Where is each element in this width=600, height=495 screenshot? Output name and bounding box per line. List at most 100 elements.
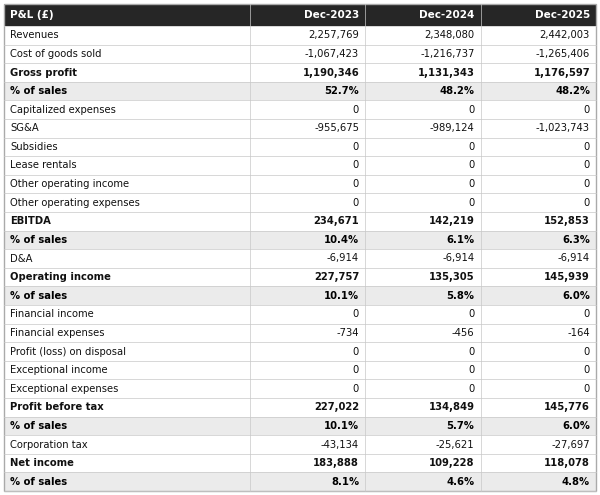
Text: 0: 0	[584, 384, 590, 394]
Text: 0: 0	[469, 160, 475, 170]
Text: 0: 0	[353, 179, 359, 189]
Text: Dec-2023: Dec-2023	[304, 10, 359, 20]
Bar	[4, 454, 596, 472]
Text: Dec-2025: Dec-2025	[535, 10, 590, 20]
Text: -1,265,406: -1,265,406	[536, 49, 590, 59]
Text: 0: 0	[584, 346, 590, 356]
Text: -1,067,423: -1,067,423	[305, 49, 359, 59]
Text: Financial expenses: Financial expenses	[10, 328, 104, 338]
Text: -27,697: -27,697	[551, 440, 590, 449]
Text: -734: -734	[337, 328, 359, 338]
Text: 0: 0	[353, 365, 359, 375]
Text: SG&A: SG&A	[10, 123, 39, 133]
Text: Exceptional expenses: Exceptional expenses	[10, 384, 118, 394]
Text: -6,914: -6,914	[558, 253, 590, 263]
Text: -955,675: -955,675	[314, 123, 359, 133]
Text: 145,776: 145,776	[544, 402, 590, 412]
Bar	[4, 45, 596, 63]
Text: 0: 0	[469, 309, 475, 319]
Bar	[4, 249, 596, 268]
Text: 2,257,769: 2,257,769	[308, 30, 359, 40]
Text: 10.1%: 10.1%	[324, 291, 359, 300]
Text: 134,849: 134,849	[428, 402, 475, 412]
Text: 6.0%: 6.0%	[562, 421, 590, 431]
Text: Profit before tax: Profit before tax	[10, 402, 104, 412]
Bar	[4, 472, 596, 491]
Text: 152,853: 152,853	[544, 216, 590, 226]
Bar	[4, 138, 596, 156]
Bar	[4, 398, 596, 417]
Text: 6.1%: 6.1%	[446, 235, 475, 245]
Text: 0: 0	[584, 142, 590, 152]
Text: 109,228: 109,228	[429, 458, 475, 468]
Bar	[4, 82, 596, 100]
Bar	[4, 100, 596, 119]
Text: -25,621: -25,621	[436, 440, 475, 449]
Text: 48.2%: 48.2%	[440, 86, 475, 96]
Text: 183,888: 183,888	[313, 458, 359, 468]
Text: 0: 0	[353, 346, 359, 356]
Bar	[4, 268, 596, 287]
Text: Capitalized expenses: Capitalized expenses	[10, 105, 116, 115]
Text: 10.1%: 10.1%	[324, 421, 359, 431]
Text: 0: 0	[584, 160, 590, 170]
Text: Other operating expenses: Other operating expenses	[10, 198, 140, 208]
Text: 5.7%: 5.7%	[446, 421, 475, 431]
Text: -456: -456	[452, 328, 475, 338]
Text: -1,023,743: -1,023,743	[536, 123, 590, 133]
Text: 0: 0	[353, 142, 359, 152]
Text: Exceptional income: Exceptional income	[10, 365, 107, 375]
Text: 0: 0	[469, 142, 475, 152]
Text: -6,914: -6,914	[442, 253, 475, 263]
Text: 0: 0	[584, 309, 590, 319]
Text: -6,914: -6,914	[327, 253, 359, 263]
Text: -43,134: -43,134	[321, 440, 359, 449]
Text: 0: 0	[584, 105, 590, 115]
Bar	[4, 324, 596, 342]
Text: 0: 0	[469, 179, 475, 189]
Text: 118,078: 118,078	[544, 458, 590, 468]
Text: 0: 0	[353, 384, 359, 394]
Bar	[4, 156, 596, 175]
Text: Revenues: Revenues	[10, 30, 59, 40]
Text: 227,757: 227,757	[314, 272, 359, 282]
Bar	[4, 119, 596, 138]
Bar	[4, 26, 596, 45]
Text: 227,022: 227,022	[314, 402, 359, 412]
Text: -164: -164	[568, 328, 590, 338]
Bar	[4, 63, 596, 82]
Text: 0: 0	[469, 365, 475, 375]
Bar	[4, 361, 596, 379]
Text: Subsidies: Subsidies	[10, 142, 58, 152]
Text: % of sales: % of sales	[10, 291, 67, 300]
Text: D&A: D&A	[10, 253, 32, 263]
Text: 48.2%: 48.2%	[555, 86, 590, 96]
Bar	[4, 435, 596, 454]
Text: 4.8%: 4.8%	[562, 477, 590, 487]
Text: 1,176,597: 1,176,597	[533, 67, 590, 78]
Text: 0: 0	[353, 160, 359, 170]
Text: 0: 0	[584, 179, 590, 189]
Text: 0: 0	[469, 346, 475, 356]
Text: 5.8%: 5.8%	[446, 291, 475, 300]
Text: Dec-2024: Dec-2024	[419, 10, 475, 20]
Bar	[4, 417, 596, 435]
Text: 135,305: 135,305	[429, 272, 475, 282]
Text: 2,442,003: 2,442,003	[540, 30, 590, 40]
Text: Net income: Net income	[10, 458, 74, 468]
Bar	[4, 4, 596, 26]
Text: Other operating income: Other operating income	[10, 179, 129, 189]
Text: 8.1%: 8.1%	[331, 477, 359, 487]
Text: Financial income: Financial income	[10, 309, 94, 319]
Text: % of sales: % of sales	[10, 235, 67, 245]
Text: % of sales: % of sales	[10, 421, 67, 431]
Text: 52.7%: 52.7%	[325, 86, 359, 96]
Bar	[4, 231, 596, 249]
Text: Profit (loss) on disposal: Profit (loss) on disposal	[10, 346, 126, 356]
Text: Lease rentals: Lease rentals	[10, 160, 77, 170]
Bar	[4, 212, 596, 231]
Text: 0: 0	[353, 309, 359, 319]
Text: 234,671: 234,671	[313, 216, 359, 226]
Text: -989,124: -989,124	[430, 123, 475, 133]
Text: 145,939: 145,939	[544, 272, 590, 282]
